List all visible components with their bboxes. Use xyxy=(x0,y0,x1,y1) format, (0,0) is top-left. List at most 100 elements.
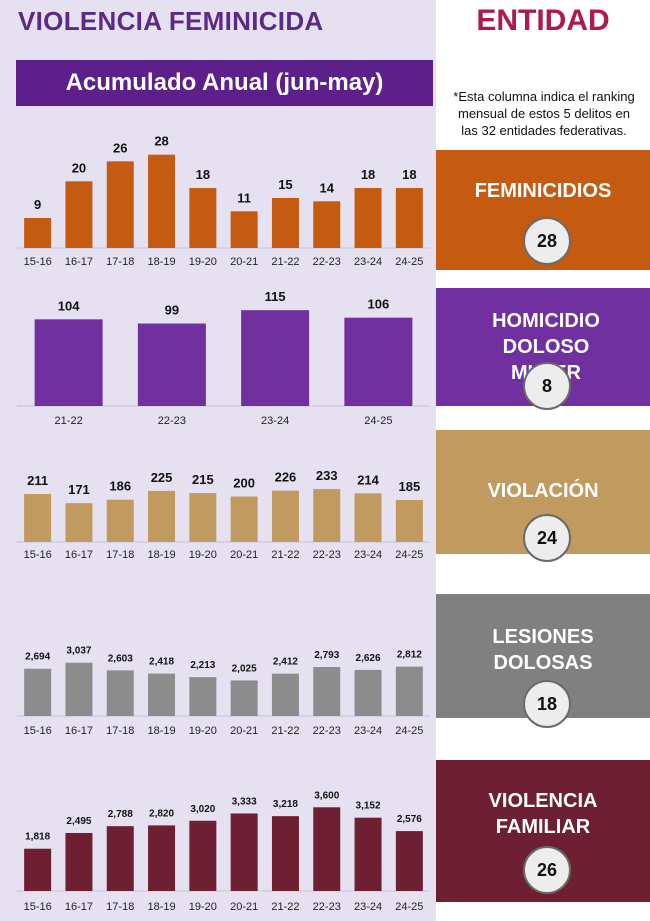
data-label: 225 xyxy=(151,470,173,485)
bar xyxy=(24,668,52,716)
x-tick-label: 17-18 xyxy=(106,256,134,268)
x-tick-label: 18-19 xyxy=(147,901,175,913)
data-label: 104 xyxy=(58,298,80,313)
x-tick-label: 16-17 xyxy=(65,725,93,737)
x-tick-label: 23-24 xyxy=(354,725,382,737)
data-label: 3,218 xyxy=(273,799,298,810)
chart-violencia-familiar: 1,818 15-16 2,495 16-17 2,788 17-18 2,820 18-19… xyxy=(17,790,430,913)
bar xyxy=(65,503,93,542)
bar xyxy=(395,831,423,891)
bar xyxy=(230,813,258,891)
x-tick-label: 21-22 xyxy=(55,415,83,427)
data-label: 2,213 xyxy=(190,660,215,671)
x-tick-label: 23-24 xyxy=(354,549,382,561)
panel-lesiones-dolosas: LESIONES DOLOSAS 18 xyxy=(436,594,650,728)
x-tick-label: 19-20 xyxy=(189,256,217,268)
x-tick-label: 19-20 xyxy=(189,725,217,737)
x-tick-label: 15-16 xyxy=(24,549,52,561)
x-tick-label: 21-22 xyxy=(271,901,299,913)
data-label: 233 xyxy=(316,468,338,483)
rank-badge: 24 xyxy=(523,514,571,562)
bar xyxy=(189,677,217,716)
bar xyxy=(148,154,176,248)
bar xyxy=(148,673,176,716)
panel-feminicidios: FEMINICIDIOS 28 xyxy=(436,150,650,270)
data-label: 2,603 xyxy=(108,653,133,664)
data-label: 214 xyxy=(357,472,379,487)
data-label: 171 xyxy=(68,482,90,497)
data-label: 2,793 xyxy=(314,650,339,661)
x-tick-label: 23-24 xyxy=(354,256,382,268)
bar xyxy=(189,820,217,891)
data-label: 115 xyxy=(265,289,286,304)
bar xyxy=(230,211,258,248)
bar xyxy=(65,662,93,716)
entity-title: ENTIDAD xyxy=(476,4,610,37)
x-tick-label: 21-22 xyxy=(271,256,299,268)
data-label: 211 xyxy=(27,473,48,488)
x-tick-label: 16-17 xyxy=(65,549,93,561)
x-tick-label: 22-23 xyxy=(313,725,341,737)
data-label: 2,626 xyxy=(356,653,381,664)
data-label: 3,152 xyxy=(356,801,381,812)
data-label: 18 xyxy=(196,167,210,182)
rank-badge: 26 xyxy=(523,846,571,894)
bar xyxy=(148,490,176,542)
bar xyxy=(241,310,310,406)
data-label: 200 xyxy=(233,476,255,491)
bar xyxy=(313,667,341,716)
bar xyxy=(24,848,52,891)
data-label: 2,812 xyxy=(397,650,422,661)
bar xyxy=(24,218,52,248)
data-label: 9 xyxy=(34,197,41,212)
rank-badge: 18 xyxy=(523,680,571,728)
x-tick-label: 24-25 xyxy=(395,549,423,561)
data-label: 2,025 xyxy=(232,663,257,674)
bar xyxy=(34,319,103,406)
data-label: 215 xyxy=(192,472,214,487)
data-label: 186 xyxy=(109,479,131,494)
bar xyxy=(230,496,258,542)
bar xyxy=(271,816,299,891)
data-label: 2,788 xyxy=(108,809,133,820)
chart-homicidio-doloso-mujer: 104 21-22 99 22-23 115 23-24 106 24-25 xyxy=(17,289,430,427)
data-label: 11 xyxy=(237,190,251,205)
panel-title: VIOLACIÓN xyxy=(487,480,599,502)
bar xyxy=(137,323,206,406)
chart-violacion: 211 15-16 171 16-17 186 17-18 225 18-19 215 19-20… xyxy=(17,468,430,561)
x-tick-label: 24-25 xyxy=(395,256,423,268)
x-tick-label: 22-23 xyxy=(313,901,341,913)
chart-feminicidios: 9 15-16 20 16-17 26 17-18 28 18-19 18 19-20 11 20-2… xyxy=(17,134,430,268)
subtitle-banner: Acumulado Anual (jun-may) xyxy=(16,60,433,106)
data-label: 185 xyxy=(398,479,420,494)
bar xyxy=(106,826,134,891)
panel-homicidio-doloso-mujer: HOMICIDIO DOLOSO MUJER 8 xyxy=(436,288,650,410)
ranking-note: *Esta columna indica el ranking mensual … xyxy=(453,89,635,138)
data-label: 1,818 xyxy=(25,832,50,843)
data-label: 3,020 xyxy=(190,804,215,815)
x-tick-label: 20-21 xyxy=(230,725,258,737)
data-label: 18 xyxy=(361,167,375,182)
bar xyxy=(24,494,52,542)
left-background xyxy=(0,0,436,921)
data-label: 3,333 xyxy=(232,796,257,807)
x-tick-label: 18-19 xyxy=(147,725,175,737)
bar xyxy=(313,489,341,542)
data-label: 18 xyxy=(402,167,416,182)
panel-title: FEMINICIDIOS xyxy=(474,180,612,202)
bar xyxy=(189,188,217,248)
bar xyxy=(354,188,382,248)
page-title: VIOLENCIA FEMINICIDA xyxy=(18,6,324,36)
data-label: 14 xyxy=(320,180,335,195)
bar xyxy=(395,666,423,716)
x-tick-label: 22-23 xyxy=(158,415,186,427)
x-tick-label: 21-22 xyxy=(271,549,299,561)
x-tick-label: 19-20 xyxy=(189,549,217,561)
x-tick-label: 22-23 xyxy=(313,549,341,561)
chart-lesiones-dolosas: 2,694 15-16 3,037 16-17 2,603 17-18 2,418 18-19… xyxy=(17,646,430,737)
bar xyxy=(271,198,299,248)
data-label: 3,600 xyxy=(314,790,339,801)
bar xyxy=(106,499,134,542)
data-label: 226 xyxy=(275,470,297,485)
data-label: 26 xyxy=(113,140,127,155)
